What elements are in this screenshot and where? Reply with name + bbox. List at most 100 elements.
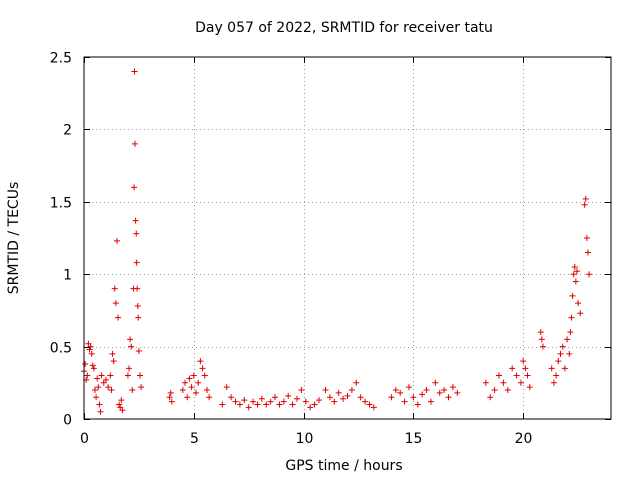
data-point — [348, 387, 355, 394]
data-point — [575, 300, 582, 307]
data-point — [254, 401, 261, 408]
x-tick-label: 20 — [515, 431, 533, 447]
data-point — [445, 394, 452, 401]
data-point — [96, 401, 103, 408]
x-tick-label: 0 — [80, 431, 89, 447]
data-point — [410, 394, 417, 401]
data-point — [105, 384, 112, 391]
data-point — [577, 310, 584, 317]
data-point — [357, 394, 364, 401]
data-point — [132, 217, 139, 224]
data-point — [517, 379, 524, 386]
data-point — [126, 365, 133, 372]
data-point — [436, 389, 443, 396]
data-point — [113, 237, 120, 244]
data-point — [526, 384, 533, 391]
data-point — [267, 398, 274, 405]
data-point — [550, 379, 557, 386]
data-point — [116, 401, 123, 408]
data-point — [82, 360, 89, 367]
data-point — [487, 394, 494, 401]
data-point — [182, 379, 189, 386]
data-point — [110, 358, 117, 365]
data-point — [129, 387, 136, 394]
data-point — [197, 358, 204, 365]
data-point — [258, 395, 265, 402]
data-series-srmtid — [81, 68, 593, 415]
data-point — [127, 336, 134, 343]
data-point — [102, 376, 109, 383]
grid-lines — [84, 57, 611, 419]
data-point — [555, 358, 562, 365]
data-point — [583, 235, 590, 241]
data-point — [112, 300, 119, 307]
data-point — [135, 347, 142, 354]
data-point — [311, 401, 318, 408]
data-point — [564, 336, 571, 343]
data-point — [250, 398, 257, 405]
data-point — [559, 343, 566, 350]
data-point — [401, 398, 408, 405]
data-point — [392, 387, 399, 394]
data-point — [491, 387, 498, 394]
data-point — [315, 397, 322, 404]
data-point — [553, 372, 560, 379]
y-axis-label: SRMTID / TECUs — [6, 182, 22, 295]
data-point — [179, 387, 186, 394]
data-point — [115, 314, 122, 321]
data-point — [302, 398, 309, 405]
data-point — [504, 387, 511, 394]
data-point — [570, 271, 577, 278]
data-point — [539, 343, 546, 350]
y-tick-label: 2 — [63, 123, 72, 139]
data-point — [538, 336, 545, 343]
data-point — [524, 372, 531, 379]
data-point — [98, 372, 105, 379]
data-point — [388, 394, 395, 401]
data-point — [91, 387, 98, 394]
data-point — [322, 387, 329, 394]
data-point — [131, 184, 138, 191]
data-point — [133, 230, 140, 237]
data-point — [496, 372, 503, 379]
data-point — [293, 395, 300, 402]
data-point — [482, 379, 489, 386]
data-point — [567, 329, 574, 336]
data-point — [561, 365, 568, 372]
data-point — [500, 379, 507, 386]
y-tick-label: 1 — [63, 268, 72, 284]
data-point — [537, 329, 544, 336]
data-point — [195, 379, 202, 386]
data-point — [203, 387, 210, 394]
data-point — [586, 271, 593, 278]
data-point — [131, 140, 138, 147]
data-point — [188, 384, 195, 391]
data-point — [397, 389, 404, 396]
data-point — [353, 379, 360, 386]
data-point — [566, 350, 573, 357]
data-point — [344, 392, 351, 399]
data-point — [548, 365, 555, 372]
data-point — [522, 365, 529, 372]
data-point — [133, 259, 140, 266]
data-point — [568, 314, 575, 321]
data-point — [236, 401, 243, 408]
data-point — [232, 398, 239, 405]
x-tick-label: 15 — [405, 431, 423, 447]
data-point — [285, 392, 292, 399]
data-point — [206, 394, 213, 401]
data-point — [520, 358, 527, 365]
data-point — [584, 249, 591, 256]
data-point — [513, 372, 520, 379]
data-point — [427, 398, 434, 405]
data-point — [95, 384, 102, 391]
data-point — [441, 387, 448, 394]
data-point — [90, 365, 97, 372]
data-point — [419, 391, 426, 398]
data-point — [414, 401, 421, 408]
data-point — [166, 394, 173, 401]
chart-title: Day 057 of 2022, SRMTID for receiver tat… — [195, 20, 493, 36]
data-point — [118, 397, 125, 404]
data-point — [186, 375, 193, 382]
